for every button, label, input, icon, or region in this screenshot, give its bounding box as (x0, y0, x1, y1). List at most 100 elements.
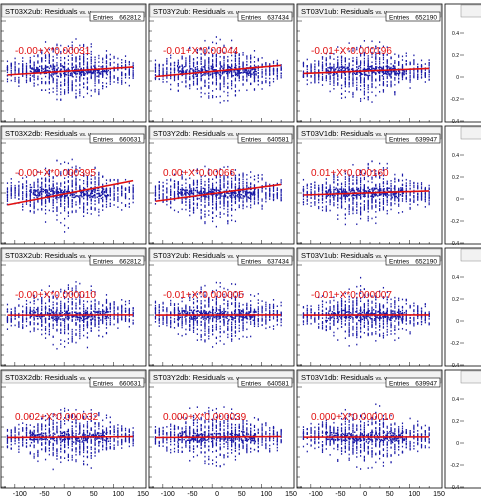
scatter-point (200, 69, 203, 71)
scatter-point (363, 87, 365, 90)
scatter-point (56, 57, 58, 59)
scatter-point (402, 70, 404, 72)
scatter-point (269, 198, 271, 200)
scatter-point (208, 180, 210, 183)
scatter-point (348, 84, 350, 86)
scatter-point (261, 198, 263, 200)
scatter-point (365, 73, 367, 76)
scatter-point (394, 92, 396, 94)
scatter-point (227, 59, 229, 61)
scatter-point (47, 66, 49, 68)
scatter-point (375, 67, 378, 70)
scatter-point (121, 61, 123, 64)
scatter-point (185, 186, 187, 189)
scatter-point (250, 56, 252, 58)
scatter-point (237, 188, 239, 190)
scatter-point (170, 197, 172, 199)
scatter-point (250, 204, 252, 206)
scatter-point (22, 209, 24, 211)
scatter-point (310, 70, 312, 72)
scatter-point (265, 68, 267, 71)
scatter-point (204, 52, 206, 54)
scatter-point (106, 73, 108, 76)
scatter-point (41, 185, 43, 187)
panel-frame (148, 3, 295, 123)
scatter-point (208, 68, 210, 70)
scatter-point (314, 77, 316, 80)
scatter-point (124, 64, 127, 66)
scatter-point (231, 201, 233, 203)
scatter-point (113, 68, 115, 70)
scatter-point (128, 71, 130, 74)
scatter-point (154, 63, 157, 65)
stats-label: Entries (93, 137, 114, 144)
scatter-point (234, 74, 237, 77)
scatter-point (211, 90, 214, 92)
scatter-point (269, 68, 271, 70)
scatter-point (332, 74, 334, 76)
scatter-point (63, 209, 66, 212)
scatter-point (121, 187, 123, 189)
scatter-point (189, 60, 191, 63)
scatter-point (154, 193, 157, 196)
scatter-point (67, 201, 69, 204)
scatter-point (191, 68, 193, 70)
scatter-point (6, 188, 9, 191)
scatter-point (238, 200, 240, 202)
scatter-point (204, 81, 206, 84)
scatter-point (232, 75, 234, 77)
scatter-point (92, 71, 95, 73)
scatter-point (238, 60, 240, 62)
scatter-point (52, 81, 54, 84)
scatter-point (102, 85, 104, 87)
scatter-point (375, 78, 377, 81)
scatter-point (67, 189, 69, 191)
scatter-point (44, 54, 47, 56)
scatter-point (382, 72, 385, 75)
scatter-point (173, 61, 176, 64)
scatter-point (162, 75, 164, 78)
scatter-point (352, 78, 354, 81)
scatter-point (201, 74, 203, 77)
scatter-point (154, 185, 157, 188)
scatter-point (104, 195, 107, 197)
scatter-point (390, 72, 393, 74)
scatter-point (208, 201, 210, 204)
scatter-point (381, 67, 383, 69)
scatter-point (378, 67, 381, 69)
scatter-point (234, 66, 236, 69)
scatter-point (185, 63, 187, 65)
scatter-point (234, 55, 237, 58)
scatter-point (340, 61, 343, 64)
scatter-point (359, 66, 362, 69)
scatter-point (352, 81, 354, 84)
scatter-point (158, 184, 160, 186)
scatter-point (367, 78, 369, 81)
scatter-point (154, 189, 157, 192)
scatter-point (340, 70, 342, 72)
scatter-point (428, 67, 430, 69)
scatter-point (223, 99, 225, 102)
scatter-point (185, 190, 187, 192)
scatter-point (98, 73, 101, 75)
scatter-point (374, 72, 376, 74)
scatter-point (170, 192, 172, 194)
scatter-point (375, 58, 377, 60)
scatter-point (356, 86, 358, 89)
scatter-point (92, 72, 94, 75)
scatter-point (98, 79, 100, 82)
scatter-point (331, 67, 333, 69)
scatter-point (90, 195, 92, 198)
scatter-point (348, 78, 350, 81)
scatter-point (132, 67, 134, 69)
scatter-point (352, 73, 354, 75)
scatter-point (60, 68, 63, 70)
scatter-point (48, 170, 50, 173)
scatter-point (253, 189, 256, 192)
scatter-point (340, 75, 343, 77)
scatter-point (33, 85, 35, 87)
scatter-point (261, 73, 263, 75)
scatter-point (219, 49, 221, 52)
scatter-point (170, 67, 172, 70)
scatter-point (318, 73, 320, 76)
